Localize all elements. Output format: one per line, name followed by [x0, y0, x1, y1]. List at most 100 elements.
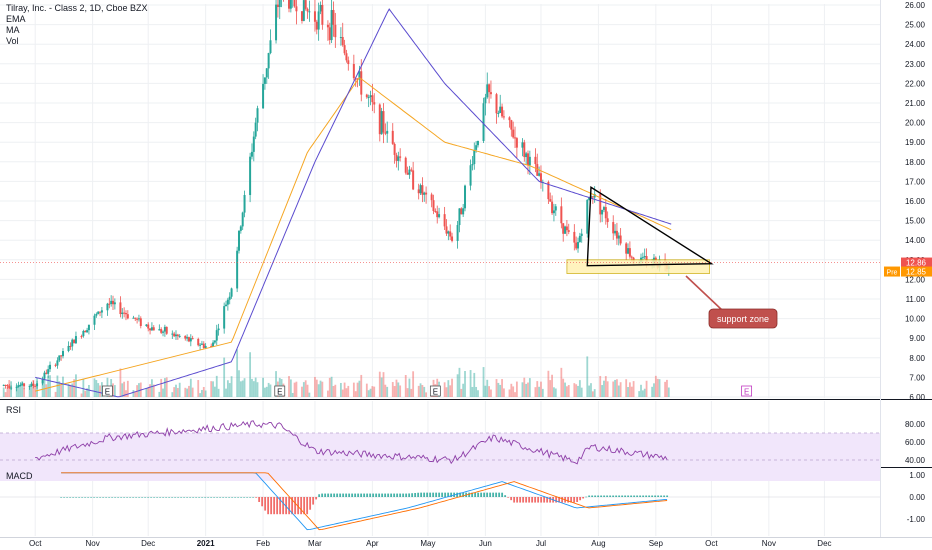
- macd-histogram-bar: [84, 497, 87, 498]
- macd-histogram-bar: [186, 497, 189, 498]
- volume-bar: [408, 378, 411, 397]
- indicator-ma-label[interactable]: MA: [6, 25, 20, 35]
- macd-histogram-bar: [477, 492, 480, 497]
- candle-body: [215, 330, 218, 341]
- indicator-ema-label[interactable]: EMA: [6, 14, 26, 24]
- candle-body: [438, 214, 441, 218]
- candle-body: [469, 165, 472, 186]
- candle-body: [471, 164, 474, 166]
- volume-bar: [202, 386, 205, 397]
- volume-bar: [638, 391, 641, 397]
- candle-body: [328, 27, 331, 41]
- macd-histogram-bar: [561, 497, 564, 503]
- volume-bar: [243, 378, 246, 397]
- candle-body: [447, 231, 450, 234]
- macd-histogram-bar: [522, 497, 525, 503]
- candle-body: [538, 173, 541, 176]
- volume-bar: [112, 383, 114, 397]
- volume-bar: [443, 382, 446, 397]
- volume-bar: [616, 379, 618, 397]
- volume-bar: [17, 385, 20, 397]
- volume-bar: [449, 385, 452, 397]
- volume-bar: [488, 386, 490, 397]
- candle-body: [430, 194, 433, 201]
- volume-bar: [314, 376, 316, 397]
- volume-bar: [334, 384, 337, 397]
- volume-bar: [75, 374, 77, 397]
- candle-body: [612, 222, 615, 234]
- volume-bar: [547, 370, 550, 397]
- candle-body: [4, 384, 7, 386]
- volume-bar: [464, 371, 466, 397]
- candle-body: [462, 208, 465, 215]
- price-tick-label: 19.00: [905, 138, 926, 147]
- macd-histogram-bar: [63, 497, 66, 498]
- macd-pane-label[interactable]: MACD: [6, 471, 33, 481]
- macd-histogram-bar: [489, 492, 492, 497]
- volume-bar: [23, 388, 25, 397]
- macd-histogram-bar: [390, 493, 393, 497]
- macd-histogram-bar: [75, 497, 78, 498]
- volume-bar: [212, 381, 214, 397]
- volume-bar: [538, 386, 541, 397]
- candle-body: [145, 324, 148, 326]
- candle-body: [226, 299, 229, 305]
- candle-body: [360, 71, 363, 95]
- indicator-vol-label[interactable]: Vol: [6, 36, 19, 46]
- volume-bar: [567, 385, 570, 397]
- candle-body: [564, 226, 567, 234]
- volume-bar: [100, 382, 103, 397]
- macd-histogram-bar: [219, 497, 222, 498]
- candle-body: [132, 317, 135, 319]
- candle-body: [21, 383, 24, 385]
- macd-histogram-bar: [603, 495, 606, 497]
- candle-body: [536, 164, 539, 176]
- candle-body: [643, 256, 646, 258]
- macd-histogram-bar: [144, 497, 147, 498]
- volume-bar: [249, 352, 252, 397]
- candle-body: [28, 385, 31, 387]
- volume-bar: [289, 379, 292, 397]
- price-tick-label: 6.00: [909, 393, 925, 402]
- volume-bar: [95, 380, 98, 397]
- candle-body: [265, 68, 268, 78]
- macd-histogram-bar: [87, 497, 90, 498]
- macd-histogram-bar: [192, 497, 195, 498]
- volume-bar: [369, 388, 372, 397]
- volume-bar: [343, 382, 346, 397]
- macd-histogram-bar: [159, 497, 162, 498]
- volume-bar: [62, 376, 64, 397]
- candle-body: [2, 384, 5, 386]
- candle-body: [552, 210, 555, 214]
- volume-bar: [515, 381, 518, 397]
- candle-body: [139, 318, 142, 326]
- candle-body: [488, 84, 491, 93]
- macd-histogram-bar: [540, 497, 543, 503]
- volume-bar: [645, 380, 648, 397]
- volume-bar: [217, 388, 220, 397]
- candle-body: [619, 235, 622, 244]
- macd-histogram-bar: [615, 495, 618, 497]
- macd-histogram-bar: [297, 497, 300, 515]
- volume-bar: [458, 367, 461, 397]
- price-tick-label: 25.00: [905, 21, 926, 30]
- macd-histogram-bar: [450, 492, 453, 497]
- candle-body: [575, 242, 578, 249]
- macd-histogram-bar: [498, 492, 501, 497]
- price-tick-label: 18.00: [905, 158, 926, 167]
- time-tick-label: Feb: [256, 539, 270, 548]
- macd-histogram-bar: [666, 495, 669, 497]
- candle-body: [408, 169, 411, 175]
- candle-body: [601, 209, 604, 215]
- volume-bar: [577, 385, 579, 397]
- candle-body: [30, 383, 33, 386]
- volume-bar: [204, 390, 207, 397]
- candle-body: [460, 208, 463, 215]
- pre-market-badge: [901, 266, 932, 277]
- volume-bar: [252, 381, 255, 397]
- macd-histogram-bar: [246, 497, 249, 498]
- volume-bar: [395, 379, 398, 397]
- macd-histogram-bar: [147, 497, 150, 498]
- volume-bar: [475, 386, 478, 397]
- rsi-pane-label[interactable]: RSI: [6, 405, 22, 415]
